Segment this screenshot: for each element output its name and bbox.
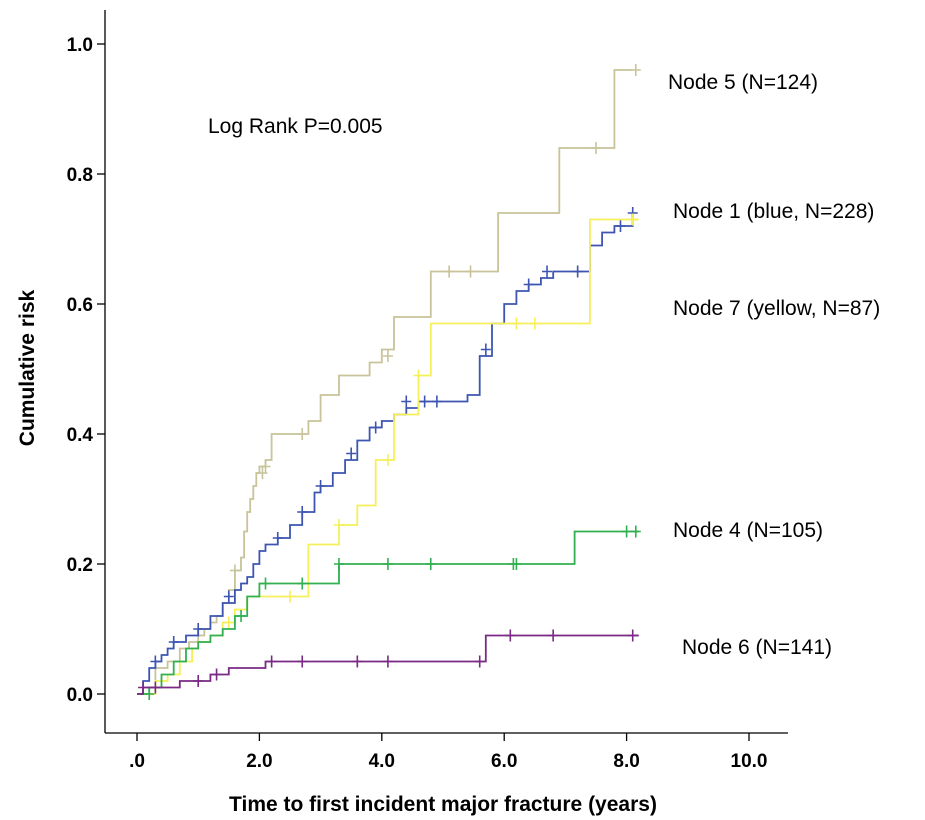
censor-mark	[193, 623, 204, 635]
censor-mark	[465, 265, 476, 278]
censor-mark	[260, 460, 271, 473]
x-tick-label: .0	[129, 751, 145, 772]
series-layer	[137, 64, 641, 700]
censor-mark	[431, 395, 442, 408]
censor-mark	[297, 506, 308, 518]
y-tick-label: 0.6	[67, 295, 93, 316]
censor-mark	[236, 610, 247, 622]
censor-mark	[297, 428, 308, 440]
series-label: Node 4 (N=105)	[673, 519, 823, 542]
censor-mark	[168, 636, 179, 648]
censor-mark	[444, 265, 455, 278]
censor-mark	[425, 558, 436, 570]
censor-mark	[150, 655, 161, 668]
y-axis-title: Cumulative risk	[16, 289, 39, 446]
censor-mark	[548, 629, 559, 642]
censor-mark	[419, 395, 430, 408]
censor-mark	[352, 655, 363, 668]
x-tick-label: 4.0	[369, 751, 395, 772]
series-3	[137, 213, 639, 695]
y-tick-label: 0.4	[67, 425, 94, 446]
censor-mark	[630, 64, 641, 76]
y-tick-label: 1.0	[67, 35, 93, 56]
censor-mark	[630, 525, 641, 538]
censor-mark	[615, 220, 626, 232]
censor-mark	[297, 655, 308, 668]
censor-mark	[229, 564, 240, 577]
censor-mark	[150, 681, 161, 694]
censor-mark	[480, 343, 491, 356]
censor-mark	[223, 590, 234, 603]
y-tick-label: 0.0	[67, 685, 93, 706]
series-label: Node 6 (N=141)	[682, 636, 832, 659]
censor-mark	[511, 317, 522, 330]
censor-mark	[382, 350, 393, 362]
series-5	[137, 629, 639, 695]
censor-mark	[382, 558, 393, 570]
series-1	[137, 64, 641, 695]
censor-mark	[382, 655, 393, 668]
censor-mark	[211, 668, 222, 681]
censor-mark	[523, 278, 534, 291]
censor-mark	[266, 655, 277, 668]
censor-mark	[333, 519, 344, 531]
censor-mark	[223, 616, 234, 629]
series-line	[137, 218, 639, 695]
censor-mark	[627, 213, 638, 226]
censor-mark	[285, 590, 295, 603]
censor-mark	[272, 532, 283, 544]
censor-mark	[401, 395, 412, 408]
series-label: Node 5 (N=124)	[668, 71, 818, 94]
labels-layer: Node 5 (N=124) Node 1 (blue, N=228) Node 7…	[668, 71, 880, 659]
y-tick-label: 0.2	[67, 555, 93, 576]
x-axis-title: Time to first incident major fracture (y…	[229, 793, 657, 816]
log-rank-annotation: Log Rank P=0.005	[208, 115, 383, 138]
series-line	[137, 530, 639, 695]
series-label: Node 7 (yellow, N=87)	[673, 297, 880, 320]
censor-mark	[260, 577, 271, 590]
x-tick-label: 6.0	[491, 751, 517, 772]
censor-mark	[193, 675, 204, 687]
series-4	[137, 525, 641, 700]
censor-mark	[144, 688, 155, 700]
series-line	[137, 69, 633, 695]
censor-mark	[346, 447, 357, 460]
censor-mark	[257, 467, 268, 479]
censor-mark	[591, 142, 601, 154]
axes: 0.0 0.2 0.4 0.6 0.8 1.0 .0 2.0 4.0 6.0 8.0 10.0	[67, 10, 788, 772]
censor-mark	[572, 265, 583, 278]
censor-mark	[529, 317, 540, 330]
y-tick-label: 0.8	[67, 165, 93, 186]
censor-mark	[297, 577, 308, 590]
x-tick-label: 8.0	[613, 751, 639, 772]
series-2	[137, 207, 638, 695]
series-line	[137, 634, 639, 695]
censor-mark	[474, 655, 485, 668]
censor-mark	[315, 480, 326, 492]
censor-mark	[413, 369, 424, 382]
censor-mark	[621, 525, 632, 538]
censor-mark	[333, 558, 344, 570]
censor-mark	[138, 681, 149, 694]
censor-mark	[627, 629, 638, 642]
x-tick-label: 10.0	[731, 751, 768, 772]
censor-mark	[505, 629, 516, 642]
censor-mark	[370, 421, 381, 434]
censor-mark	[511, 558, 522, 570]
censor-mark	[382, 454, 393, 466]
censor-mark	[542, 265, 553, 278]
series-label: Node 1 (blue, N=228)	[673, 200, 874, 223]
x-tick-label: 2.0	[246, 751, 272, 772]
